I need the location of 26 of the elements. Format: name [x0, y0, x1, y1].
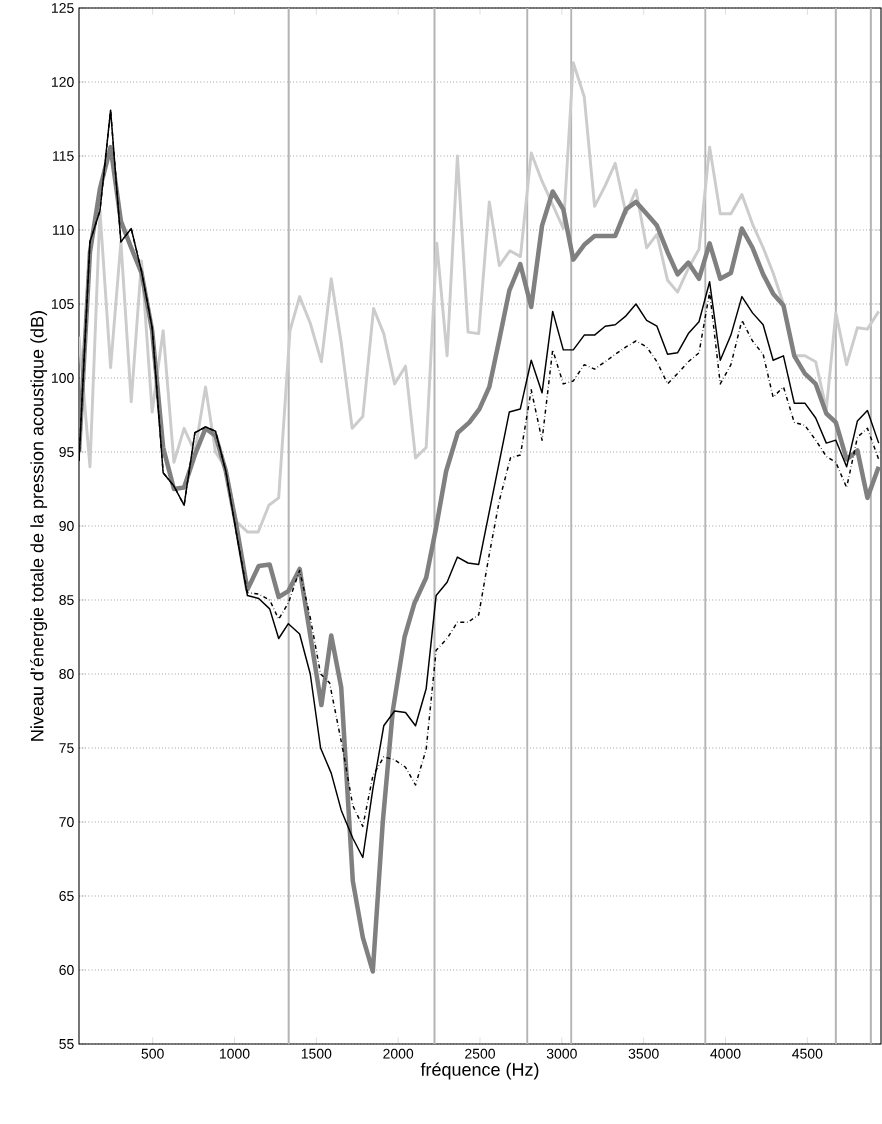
- y-tick-label: 120: [52, 77, 74, 87]
- y-tick-label: 80: [59, 669, 74, 679]
- y-tick-label: 125: [52, 3, 74, 13]
- y-tick-label: 110: [53, 225, 74, 235]
- y-tick-label: 105: [52, 299, 74, 309]
- y-tick-label: 115: [53, 151, 74, 161]
- x-tick-label: 3000: [546, 1048, 577, 1059]
- x-tick-label: 2500: [465, 1048, 496, 1059]
- y-tick-label: 75: [59, 743, 74, 753]
- y-tick-label: 65: [59, 891, 74, 901]
- y-tick-label: 100: [52, 373, 74, 383]
- y-tick-label: 60: [59, 965, 74, 975]
- x-tick-label: 2000: [383, 1048, 414, 1059]
- y-tick-label: 90: [59, 521, 74, 531]
- x-tick-label: 500: [141, 1048, 164, 1059]
- x-tick-label: 1500: [301, 1048, 332, 1059]
- y-tick-label: 70: [59, 817, 74, 827]
- y-tick-label: 85: [59, 595, 74, 605]
- x-tick-label: 1000: [219, 1048, 250, 1059]
- y-tick-label: 95: [59, 447, 74, 457]
- x-tick-label: 4000: [710, 1048, 741, 1059]
- x-axis-title: fréquence (Hz): [420, 1062, 539, 1080]
- y-axis-title: Niveau d’énergie totale de la pression acoustique (dB): [30, 311, 48, 741]
- x-tick-label: 4500: [792, 1048, 823, 1059]
- x-tick-label: 3500: [628, 1048, 659, 1059]
- y-tick-label: 55: [59, 1039, 74, 1049]
